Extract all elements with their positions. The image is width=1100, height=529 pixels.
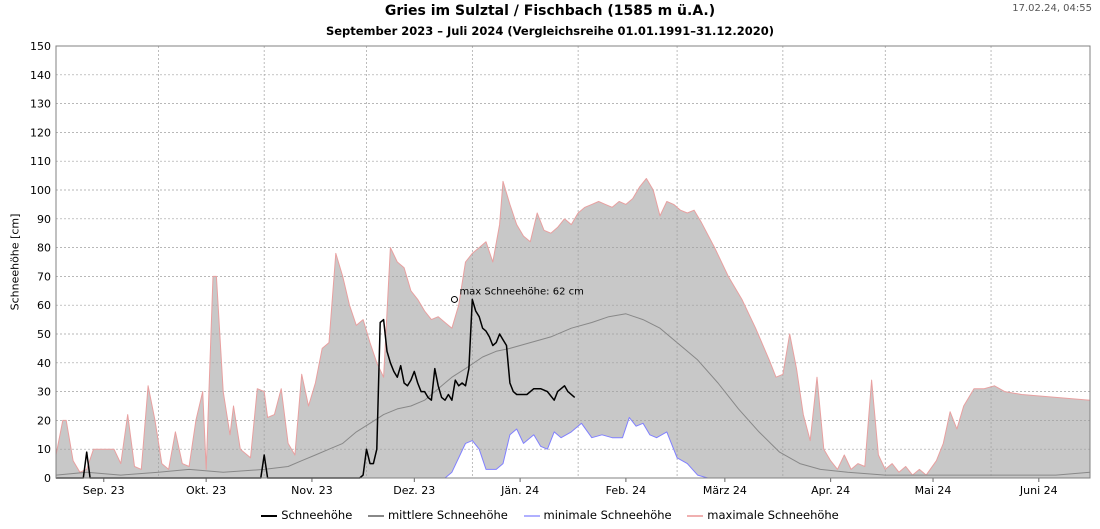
x-tick-label: Okt. 23 xyxy=(186,484,226,497)
y-tick-label: 100 xyxy=(30,184,51,197)
x-tick-label: Feb. 24 xyxy=(606,484,646,497)
series-line-schneehoehe xyxy=(56,298,576,479)
legend-label: maximale Schneehöhe xyxy=(707,508,839,522)
x-tick-label: Dez. 23 xyxy=(393,484,435,497)
legend-swatch xyxy=(367,514,384,517)
legend-label: mittlere Schneehöhe xyxy=(387,508,508,522)
legend-item-minimale: minimale Schneehöhe xyxy=(523,508,672,522)
x-tick-label: Jän. 24 xyxy=(500,484,539,497)
y-tick-label: 70 xyxy=(37,270,51,283)
y-tick-label: 10 xyxy=(37,443,51,456)
min-area-fill xyxy=(56,417,1090,478)
y-tick-label: 40 xyxy=(37,357,51,370)
series-line-mittlere xyxy=(55,313,1091,476)
x-tick-label: Sep. 23 xyxy=(83,484,125,497)
legend-item-maximale: maximale Schneehöhe xyxy=(687,508,839,522)
y-tick-label: 90 xyxy=(37,213,51,226)
x-tick-label: Juni 24 xyxy=(1019,484,1058,497)
legend-item-mittlere: mittlere Schneehöhe xyxy=(367,508,508,522)
y-tick-label: 110 xyxy=(30,155,51,168)
legend-label: minimale Schneehöhe xyxy=(543,508,672,522)
legend-swatch xyxy=(523,514,540,517)
timestamp: 17.02.24, 04:55 xyxy=(1012,3,1092,14)
legend: Schneehöhe mittlere Schneehöhe minimale … xyxy=(0,508,1100,522)
x-tick-label: März 24 xyxy=(703,484,747,497)
y-tick-label: 140 xyxy=(30,69,51,82)
legend-label: Schneehöhe xyxy=(281,508,353,522)
plot-frame xyxy=(55,45,1091,479)
max-area-fill xyxy=(56,178,1090,478)
x-tick-label: Mai 24 xyxy=(915,484,952,497)
legend-swatch xyxy=(261,514,278,517)
x-tick-label: Apr. 24 xyxy=(811,484,850,497)
y-tick-label: 50 xyxy=(37,328,51,341)
x-tick-label: Nov. 23 xyxy=(291,484,333,497)
y-tick-label: 0 xyxy=(44,472,51,485)
y-tick-label: 130 xyxy=(30,98,51,111)
legend-item-schneehoehe: Schneehöhe xyxy=(261,508,352,522)
chart-title: Gries im Sulztal / Fischbach (1585 m ü.A… xyxy=(384,3,716,19)
max-annotation: max Schneehöhe: 62 cm xyxy=(459,286,583,297)
series-line-maximale xyxy=(55,178,1091,476)
chart-subtitle: September 2023 – Juli 2024 (Vergleichsre… xyxy=(325,24,775,38)
y-tick-label: 60 xyxy=(37,299,51,312)
y-tick-label: 120 xyxy=(30,126,51,139)
y-tick-label: 150 xyxy=(30,40,51,53)
y-tick-label: 20 xyxy=(37,414,51,427)
y-tick-label: 30 xyxy=(37,386,51,399)
max-marker xyxy=(450,295,458,303)
legend-swatch xyxy=(687,514,704,517)
y-tick-label: 80 xyxy=(37,242,51,255)
series-line-minimale xyxy=(56,417,1090,479)
